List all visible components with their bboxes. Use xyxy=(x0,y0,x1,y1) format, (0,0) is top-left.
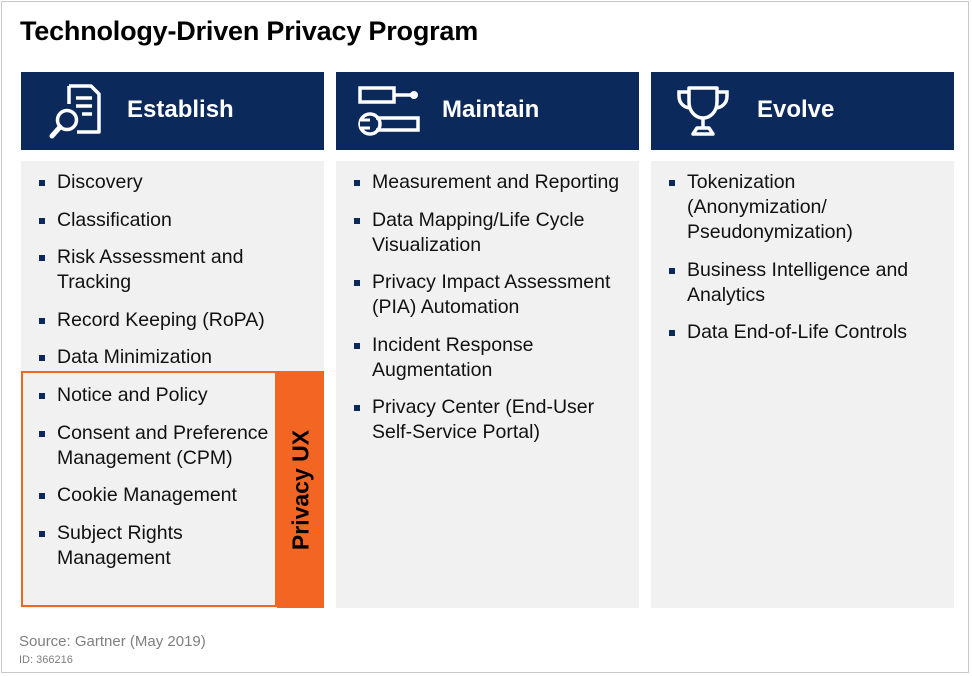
list-item: Tokenization (Anonymization/ Pseudonymiz… xyxy=(651,170,931,245)
privacy-ux-label: Privacy UX xyxy=(287,429,313,550)
establish-item-list: Discovery Classification Risk Assessment… xyxy=(21,170,321,383)
list-item: Measurement and Reporting xyxy=(336,170,626,195)
source-note: Source: Gartner (May 2019) xyxy=(19,633,206,650)
privacy-ux-tab: Privacy UX xyxy=(277,371,324,608)
list-item: Cookie Management xyxy=(21,483,271,508)
list-item: Business Intelligence and Analytics xyxy=(651,258,931,308)
evolve-item-list: Tokenization (Anonymization/ Pseudonymiz… xyxy=(651,170,931,358)
list-item: Data Minimization xyxy=(21,345,321,370)
list-item: Record Keeping (RoPA) xyxy=(21,308,321,333)
column-header-establish: Establish xyxy=(21,72,324,150)
list-item: Risk Assessment and Tracking xyxy=(21,245,321,295)
list-item: Incident Response Augmentation xyxy=(336,333,626,383)
trophy-icon xyxy=(673,82,733,145)
column-title-establish: Establish xyxy=(127,96,234,123)
column-title-maintain: Maintain xyxy=(442,96,540,123)
maintain-item-list: Measurement and Reporting Data Mapping/L… xyxy=(336,170,626,458)
column-title-evolve: Evolve xyxy=(757,96,835,123)
column-header-evolve: Evolve xyxy=(651,72,954,150)
list-item: Privacy Impact Assessment (PIA) Automati… xyxy=(336,270,626,320)
column-body-evolve: Tokenization (Anonymization/ Pseudonymiz… xyxy=(651,161,954,608)
column-body-maintain: Measurement and Reporting Data Mapping/L… xyxy=(336,161,639,608)
list-item: Subject Rights Management xyxy=(21,521,271,571)
list-item: Discovery xyxy=(21,170,321,195)
privacy-ux-box: Notice and Policy Consent and Preference… xyxy=(21,371,277,607)
list-item: Data Mapping/Life Cycle Visualization xyxy=(336,208,626,258)
list-item: Privacy Center (End-User Self-Service Po… xyxy=(336,395,626,445)
column-header-maintain: Maintain xyxy=(336,72,639,150)
figure-id: ID: 366216 xyxy=(19,654,73,666)
tools-icon xyxy=(356,82,424,145)
list-item: Data End-of-Life Controls xyxy=(651,320,931,345)
list-item: Notice and Policy xyxy=(21,383,271,408)
column-body-establish: Discovery Classification Risk Assessment… xyxy=(21,161,324,608)
document-magnifier-icon xyxy=(49,82,105,145)
list-item: Consent and Preference Management (CPM) xyxy=(21,421,271,471)
figure-title: Technology-Driven Privacy Program xyxy=(20,16,479,46)
list-item: Classification xyxy=(21,208,321,233)
privacy-ux-item-list: Notice and Policy Consent and Preference… xyxy=(21,383,271,583)
